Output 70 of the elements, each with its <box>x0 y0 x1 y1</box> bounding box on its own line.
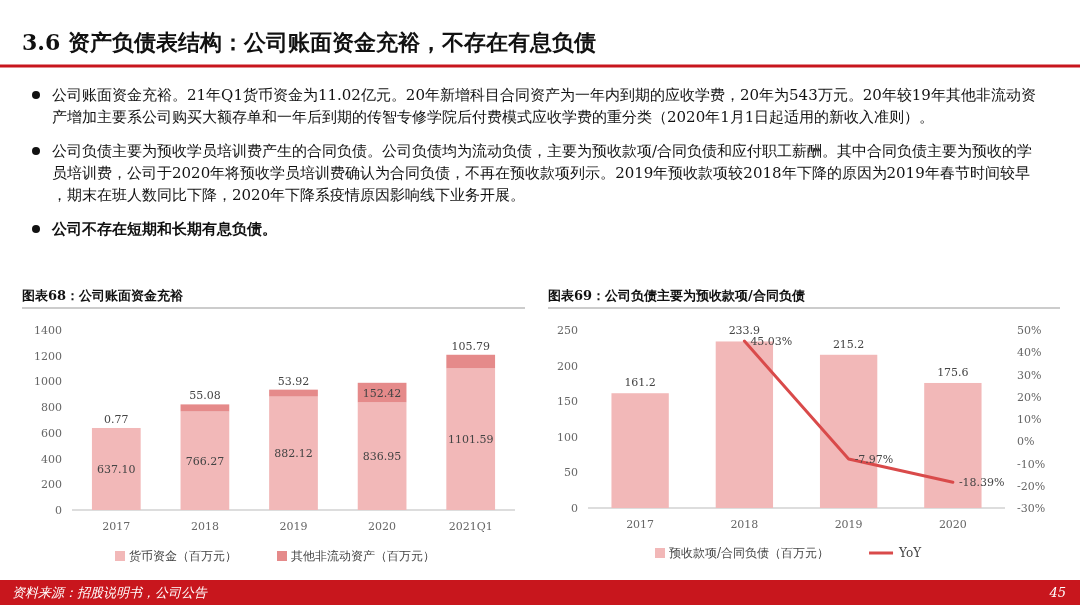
y-tick-label: 50 <box>564 466 578 480</box>
x-tick-label: 2019 <box>279 520 308 533</box>
data-label: 766.27 <box>185 454 225 468</box>
y-tick-label: 0 <box>55 504 62 517</box>
y-tick-label: 150 <box>557 395 578 409</box>
data-label: -18.39% <box>958 476 1005 490</box>
bar <box>357 402 407 510</box>
data-label: 637.10 <box>97 463 136 477</box>
data-label: 836.95 <box>362 450 402 464</box>
text: 资料来源：招股说明书，公司公告 <box>12 585 208 600</box>
y-tick-label: 1200 <box>34 349 62 363</box>
chart-title: 图表68：公司账面资金充裕 <box>22 288 185 303</box>
y2-tick-label: -30% <box>1017 502 1046 515</box>
legend-label: YoY <box>898 546 923 560</box>
y-tick-label: 200 <box>557 359 578 373</box>
text: 公司账面资金充裕。21年Q1货币资金为11.02亿元。20年新增科目合同资产为一年内到期的应收学费，20年为543万元。20年较19年其他非流动资产增加主要系公司购买大额存单和一年后到期的传智专修学院后付费模式应收学费的重分类（2020年1月1日起适用的新收入准则）。 <box>52 86 1036 126</box>
y-tick-label: 200 <box>41 478 62 492</box>
y-tick-label: 800 <box>41 401 62 415</box>
data-label: 53.92 <box>277 374 310 388</box>
data-label: 55.08 <box>189 389 221 403</box>
bar <box>446 368 496 510</box>
data-label: 215.2 <box>832 337 865 351</box>
x-tick-label: 2019 <box>834 518 863 531</box>
legend-label: 其他非流动资产（百万元） <box>291 549 435 563</box>
y2-tick-label: 10% <box>1017 413 1042 426</box>
text: 公司负债主要为预收学员培训费产生的合同负债。公司负债均为流动负债，主要为预收款项/合同负债和应付职工薪酬。其中合同负债主要为预收的学员培训费，公司于2020年将预收学员培训费确认为合同负债，不再在预收款项列示。2019年预收款项较2018年下降的原因为2019年春节时间较早，期末在班人数同比下降，2020年下降系疫情原因影响线下业务开展。 <box>52 142 1033 204</box>
bar <box>269 396 318 510</box>
y2-tick-label: 0% <box>1017 435 1035 449</box>
data-label: 161.2 <box>624 376 656 390</box>
data-label: 105.79 <box>451 339 490 353</box>
y-tick-label: 250 <box>557 324 578 337</box>
text: 公司不存在短期和长期有息负债。 <box>51 220 277 238</box>
text: 3.6 资产负债表结构：公司账面资金充裕，不存在有息负债 <box>22 29 596 55</box>
y-tick-label: 1400 <box>34 324 62 337</box>
y2-tick-label: 30% <box>1017 368 1042 382</box>
data-label: 233.9 <box>728 324 761 338</box>
y-tick-label: 400 <box>41 452 62 466</box>
x-tick-label: 2017 <box>626 518 655 531</box>
bar <box>91 428 141 510</box>
bar <box>180 404 230 412</box>
legend-label: 货币资金（百万元） <box>129 549 237 563</box>
y-tick-label: 600 <box>41 426 62 440</box>
bar <box>611 393 669 508</box>
data-label: 882.12 <box>274 447 313 461</box>
x-tick-label: 2020 <box>938 518 967 531</box>
bar <box>180 411 230 510</box>
y-tick-label: 0 <box>571 502 578 515</box>
bar <box>446 354 496 369</box>
x-tick-label: 2021Q1 <box>448 520 493 533</box>
y2-tick-label: -10% <box>1017 457 1046 471</box>
y-tick-label: 100 <box>557 430 578 444</box>
y2-tick-label: -20% <box>1017 479 1046 493</box>
data-label: 0.77 <box>104 412 129 426</box>
data-label: -7.97% <box>854 452 894 466</box>
text: 45 <box>1048 585 1066 600</box>
y2-tick-label: 20% <box>1017 390 1042 404</box>
data-label: 1101.59 <box>447 433 494 447</box>
chart-title: 图表69：公司负债主要为预收款项/合同负债 <box>548 288 805 303</box>
data-label: 45.03% <box>750 335 793 349</box>
x-tick-label: 2018 <box>190 520 219 533</box>
y2-tick-label: 50% <box>1017 324 1042 337</box>
x-tick-label: 2018 <box>730 518 759 531</box>
legend-label: 预收款项/合同负债（百万元） <box>669 546 830 560</box>
data-label: 152.42 <box>362 386 402 400</box>
bar <box>269 389 318 397</box>
data-label: 175.6 <box>937 365 969 379</box>
x-tick-label: 2020 <box>368 520 397 533</box>
y-tick-label: 1000 <box>34 375 62 389</box>
y2-tick-label: 40% <box>1017 346 1042 360</box>
x-tick-label: 2017 <box>102 520 131 533</box>
